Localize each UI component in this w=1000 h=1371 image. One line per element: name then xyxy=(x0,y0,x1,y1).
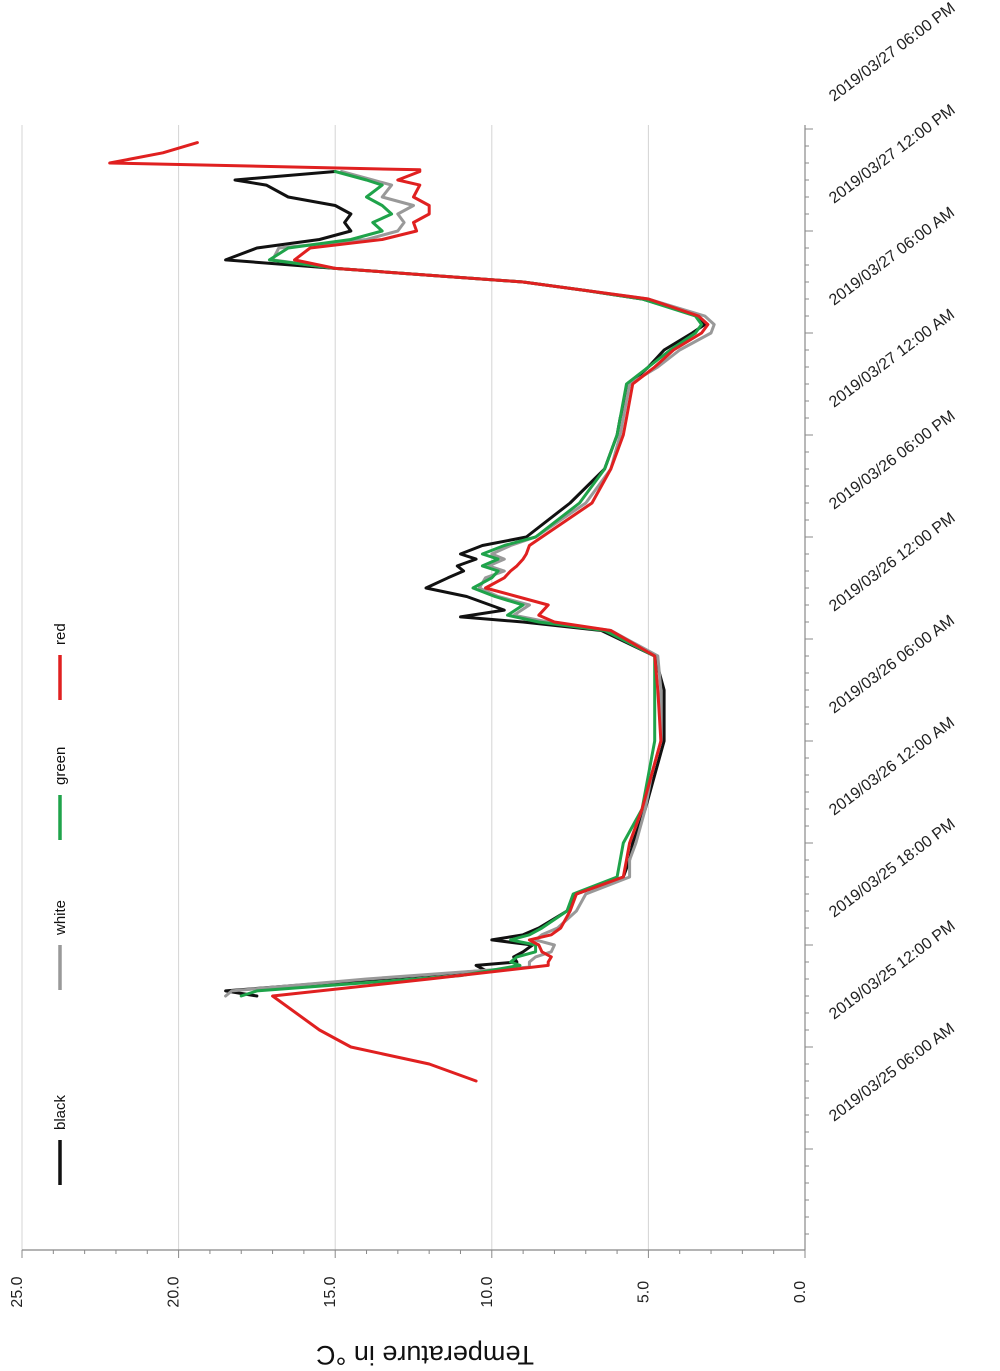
y-tick-label: 25.0 xyxy=(9,1276,26,1307)
series-lines xyxy=(108,141,716,1083)
y-tick-label: 5.0 xyxy=(635,1281,652,1303)
series-line-white xyxy=(224,170,716,998)
y-tick-label: 15.0 xyxy=(322,1276,339,1307)
y-tick-labels: 0.0 5.0 10.0 15.0 20.0 25.0 xyxy=(9,1276,809,1307)
y-tick-label: 20.0 xyxy=(166,1276,183,1307)
x-tick-label: 2019/03/26 06:00 PM xyxy=(826,408,958,514)
x-tick-label: 2019/03/27 06:00 PM xyxy=(826,0,958,105)
x-tick-label: 2019/03/26 12:00 AM xyxy=(826,714,958,819)
legend-label-green: green xyxy=(52,747,69,785)
x-tick-label: 2019/03/25 06:00 AM xyxy=(826,1020,958,1125)
x-tick-label: 2019/03/25 18:00 PM xyxy=(826,816,958,922)
x-tick-label: 2019/03/27 12:00 PM xyxy=(826,102,958,208)
y-tick-label: 10.0 xyxy=(479,1276,496,1307)
x-tick-label: 2019/03/27 12:00 AM xyxy=(826,306,958,411)
x-tick-label: 2019/03/27 06:00 AM xyxy=(826,204,958,309)
series-line-black xyxy=(224,170,707,998)
legend-label-black: black xyxy=(52,1094,69,1130)
series-line-green xyxy=(239,170,704,998)
grid-lines xyxy=(21,125,649,1250)
x-tick-label: 2019/03/28 12:00 AM xyxy=(826,0,958,3)
axes xyxy=(21,125,813,1258)
y-axis-title: Temperature in °C xyxy=(316,1340,534,1370)
x-tick-label: 2019/03/25 12:00 PM xyxy=(826,918,958,1024)
x-tick-label: 2019/03/26 06:00 AM xyxy=(826,612,958,717)
series-line-red xyxy=(108,141,710,1083)
legend: black white green red xyxy=(52,623,69,1185)
legend-label-white: white xyxy=(52,900,69,936)
x-tick-label: 2019/03/26 12:00 PM xyxy=(826,510,958,616)
y-tick-label: 0.0 xyxy=(792,1281,809,1303)
legend-label-red: red xyxy=(52,623,69,645)
